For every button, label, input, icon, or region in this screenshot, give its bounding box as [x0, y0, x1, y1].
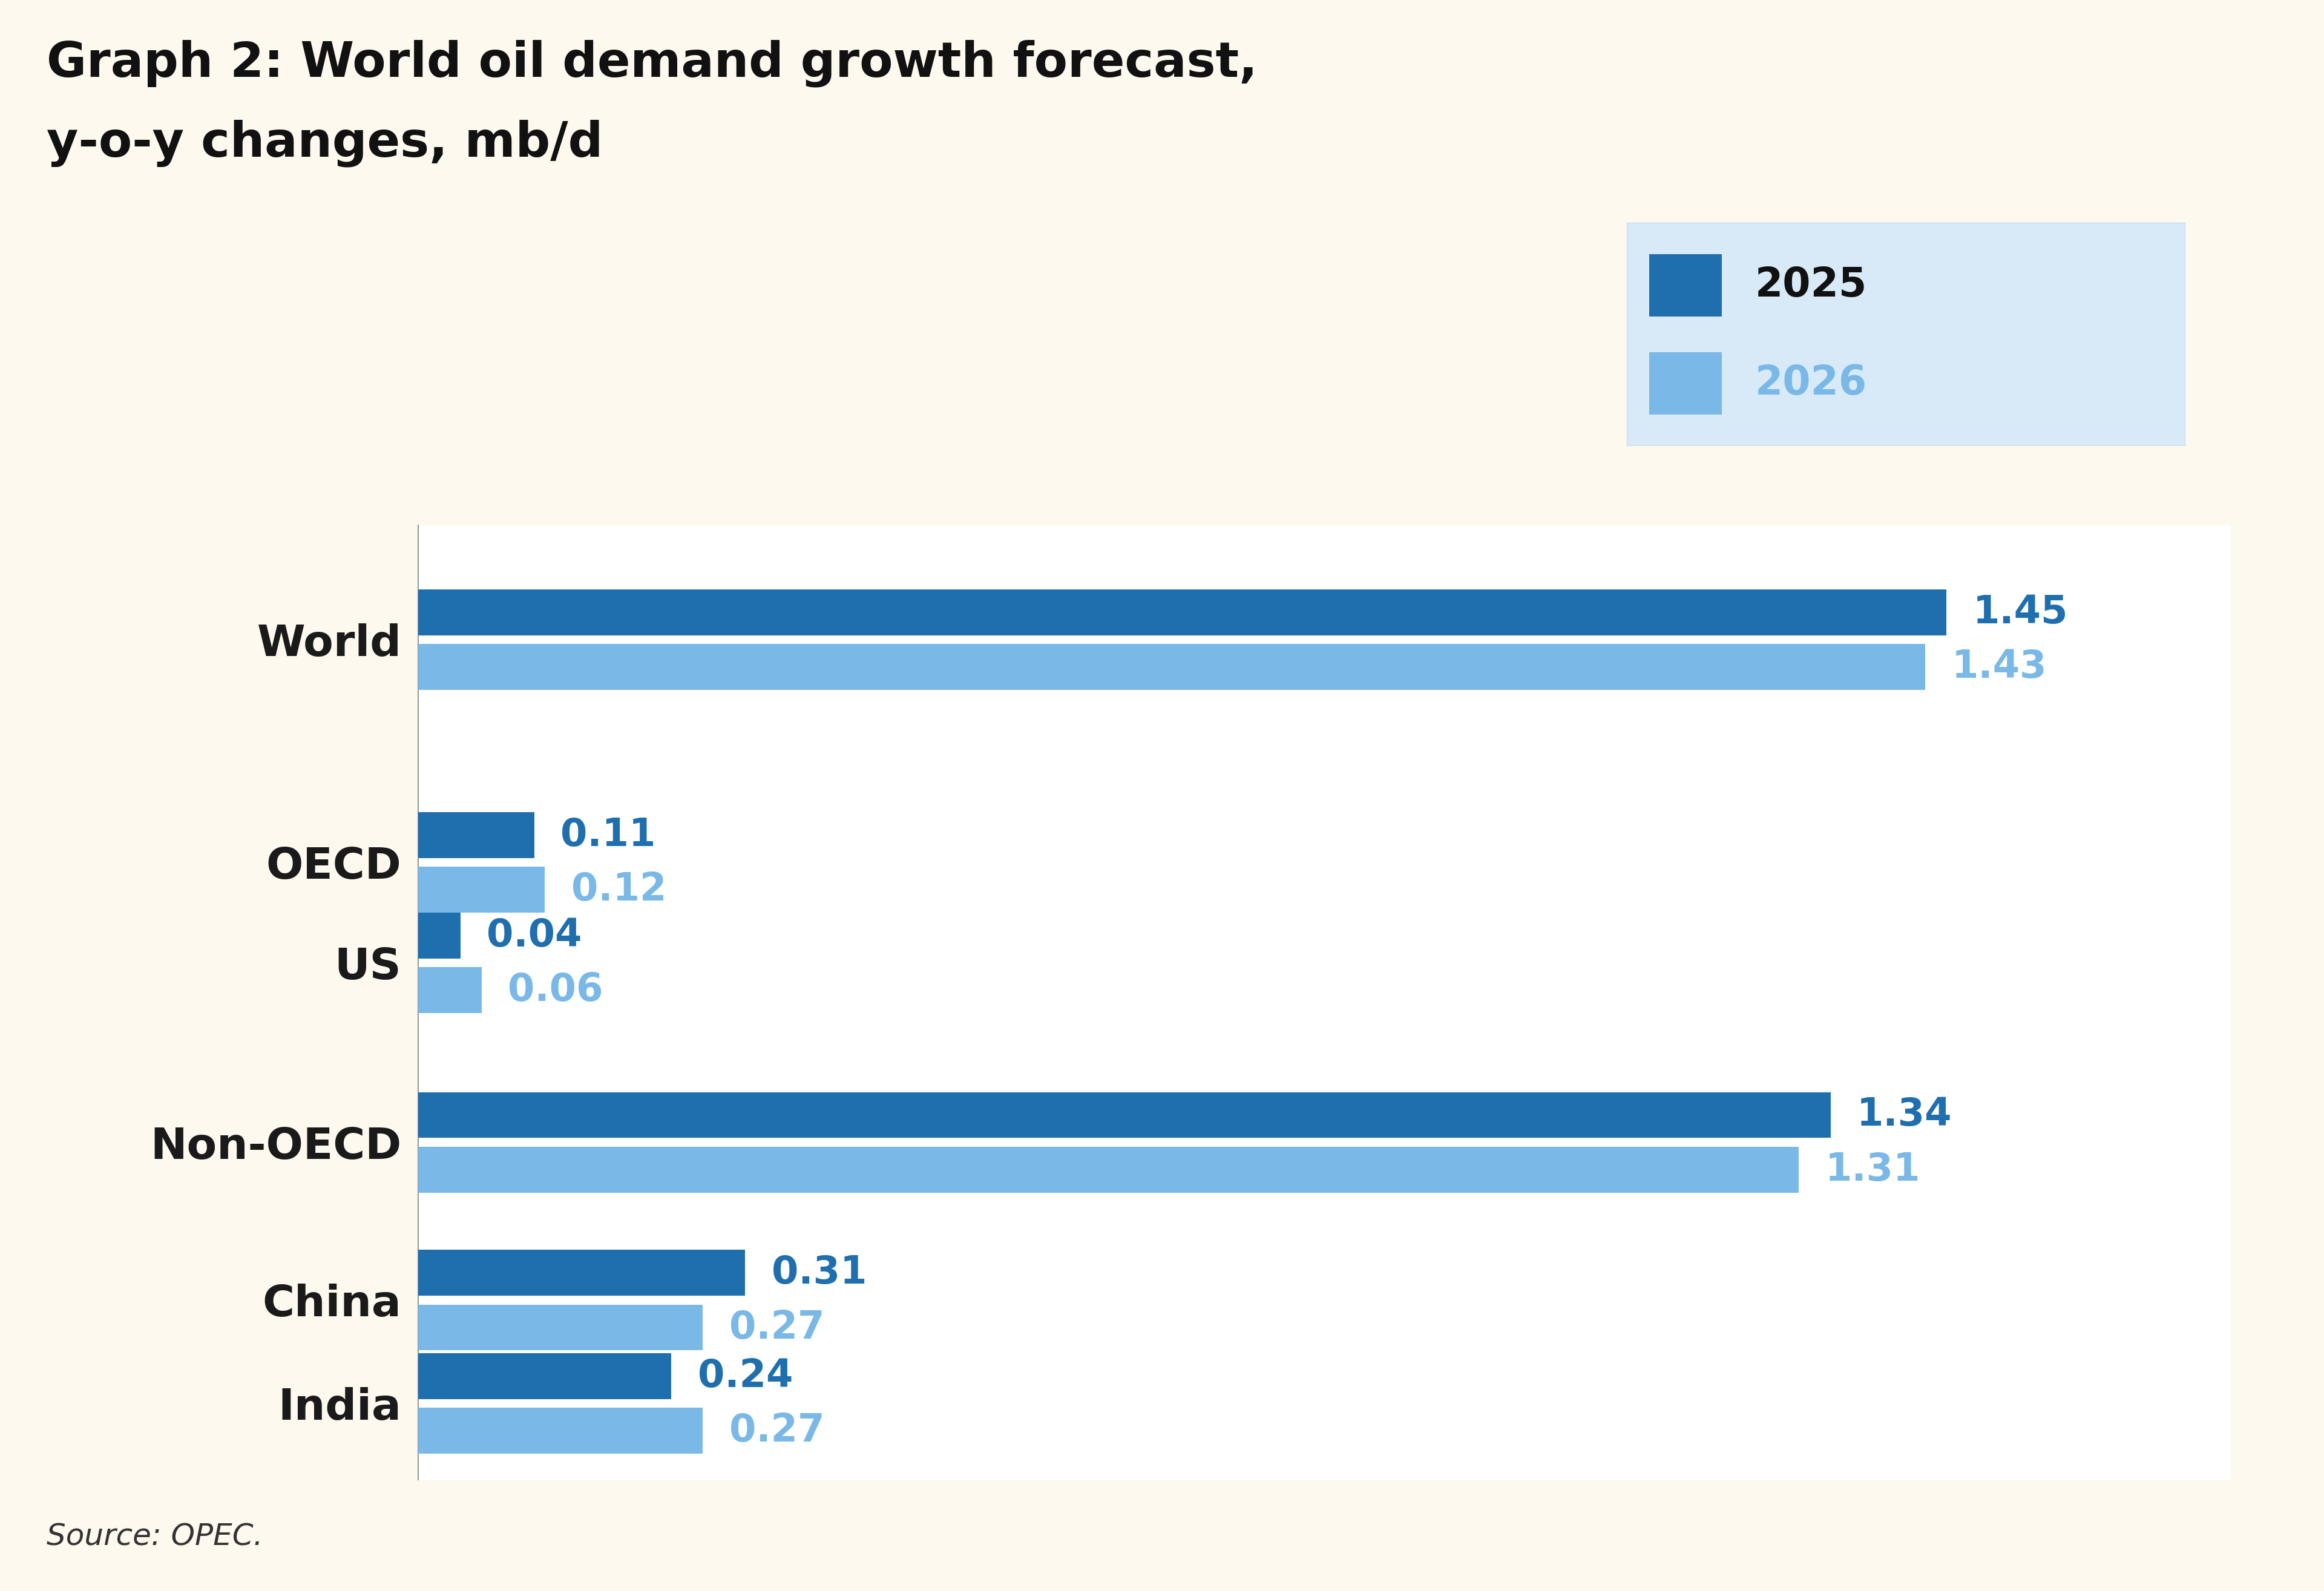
Bar — [418, 1305, 702, 1351]
Bar — [1650, 255, 1722, 317]
Text: 2025: 2025 — [1755, 266, 1866, 305]
Text: 1.43: 1.43 — [1952, 649, 2047, 686]
Text: 0.12: 0.12 — [572, 870, 667, 908]
Text: 0.31: 0.31 — [772, 1254, 867, 1292]
Bar — [418, 967, 481, 1013]
Text: 0.04: 0.04 — [486, 916, 581, 955]
Text: 0.27: 0.27 — [730, 1309, 825, 1346]
Text: 0.27: 0.27 — [730, 1413, 825, 1449]
Text: 0.06: 0.06 — [509, 972, 604, 1009]
Bar — [418, 590, 1948, 635]
Bar — [418, 1408, 702, 1454]
Text: 2026: 2026 — [1755, 363, 1866, 403]
Text: 0.11: 0.11 — [560, 816, 655, 854]
Text: Graph 2: World oil demand growth forecast,: Graph 2: World oil demand growth forecas… — [46, 40, 1257, 88]
Bar — [418, 644, 1924, 690]
Text: 0.24: 0.24 — [697, 1357, 792, 1395]
Bar — [418, 1147, 1799, 1193]
Text: 1.34: 1.34 — [1857, 1096, 1952, 1134]
Bar — [418, 1354, 672, 1398]
Bar — [418, 867, 544, 913]
Bar — [418, 1251, 746, 1297]
Bar — [418, 1091, 1831, 1138]
Bar — [1650, 352, 1722, 414]
Text: y-o-y changes, mb/d: y-o-y changes, mb/d — [46, 119, 602, 167]
Bar — [418, 913, 460, 958]
Text: Source: OPEC.: Source: OPEC. — [46, 1523, 263, 1551]
Text: 1.45: 1.45 — [1973, 593, 2068, 632]
Text: 1.31: 1.31 — [1824, 1150, 1920, 1188]
Bar — [418, 811, 535, 858]
